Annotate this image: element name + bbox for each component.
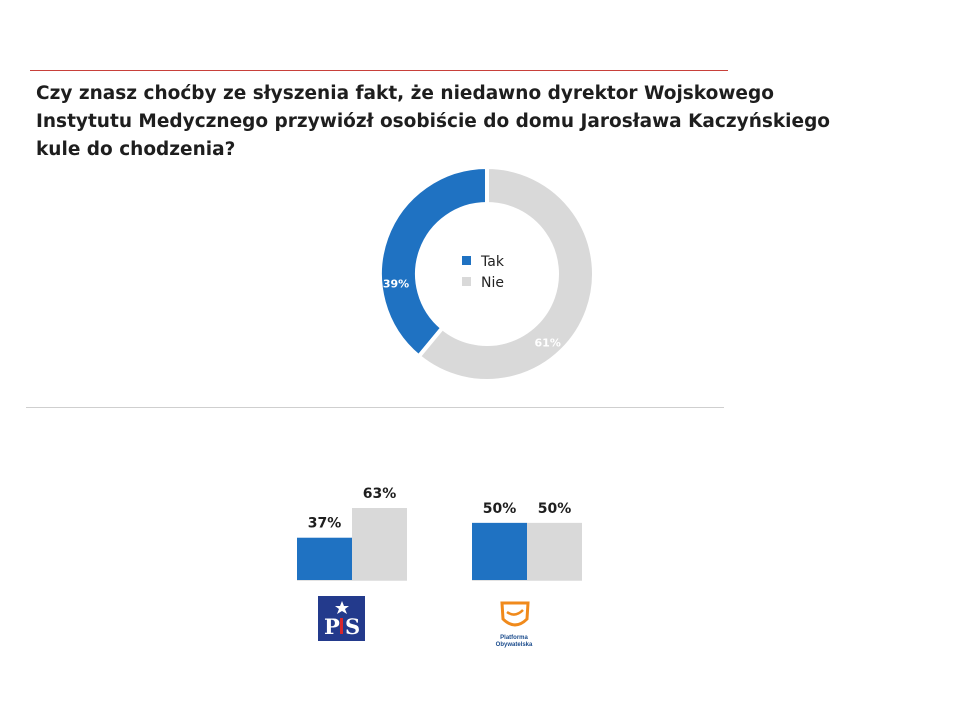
donut-label-nie: 61% — [535, 336, 561, 349]
bar-chart-po: 50% 50% — [472, 501, 582, 581]
legend-label-nie: Nie — [481, 275, 504, 291]
po-label-tak: 50% — [483, 501, 517, 517]
top-divider — [30, 70, 728, 71]
question-line-3: kule do chodzenia? — [36, 139, 236, 160]
po-label-nie: 50% — [538, 501, 572, 517]
question-line-1: Czy znasz choćby ze słyszenia fakt, że n… — [36, 83, 774, 104]
legend-swatch-nie — [462, 277, 471, 286]
pis-label-nie: 63% — [363, 486, 397, 502]
pis-bar-tak — [297, 537, 352, 580]
donut-slice-nie — [415, 164, 596, 383]
platforma-obywatelska-logo: Platforma Obywatelska — [496, 601, 533, 648]
pis-logo: P S — [318, 596, 365, 641]
question-title: Czy znasz choćby ze słyszenia fakt, że n… — [36, 80, 831, 164]
pis-bar-nie — [352, 508, 407, 580]
legend-swatch-tak — [462, 256, 471, 265]
svg-text:Obywatelska: Obywatelska — [496, 642, 533, 648]
donut-chart: 39% 61% — [378, 164, 596, 383]
section-divider — [26, 407, 724, 408]
svg-text:P: P — [324, 614, 340, 639]
question-line-2: Instytutu Medycznego przywiózł osobiście… — [36, 111, 831, 132]
po-bar-nie — [527, 522, 582, 580]
donut-label-tak: 39% — [383, 278, 409, 291]
svg-text:S: S — [345, 614, 360, 639]
pis-label-tak: 37% — [308, 516, 342, 532]
svg-text:Platforma: Platforma — [500, 635, 528, 641]
donut-legend: Tak Nie — [462, 254, 505, 291]
legend-label-tak: Tak — [480, 254, 505, 270]
po-bar-tak — [472, 522, 527, 580]
donut-slice-tak — [378, 164, 489, 360]
bar-chart-pis: 37% 63% — [297, 486, 407, 581]
